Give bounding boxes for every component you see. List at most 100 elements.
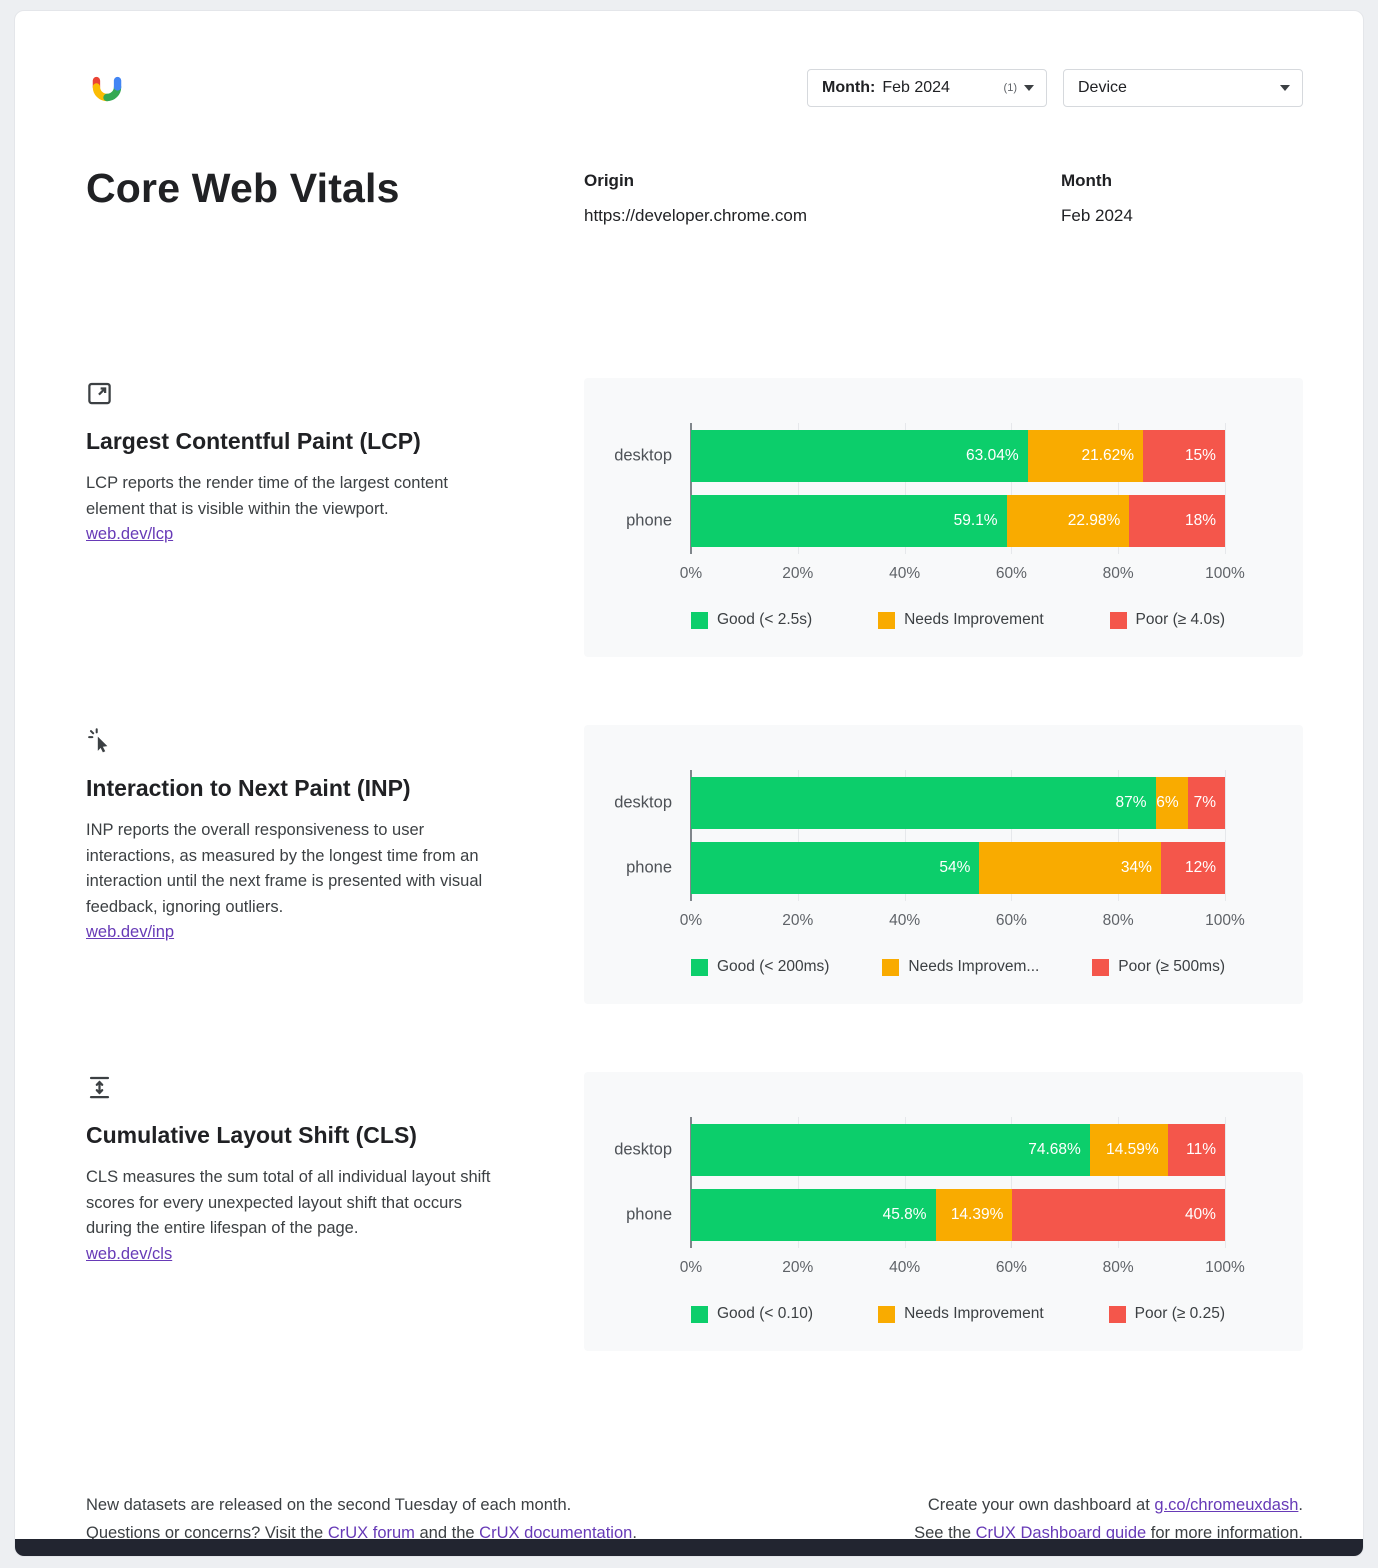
device-dropdown[interactable]: Device <box>1063 69 1303 107</box>
crux-logo <box>92 76 122 102</box>
bar-row-phone: phone 54% 34% 12% <box>626 842 1225 894</box>
inp-heading: Interaction to Next Paint (INP) <box>86 775 411 801</box>
bar-segment-good[interactable]: 54% <box>691 842 980 894</box>
lcp-heading: Largest Contentful Paint (LCP) <box>86 428 421 454</box>
bar-segment-needs_improvement[interactable]: 14.59% <box>1089 1124 1168 1176</box>
bar-segment-needs_improvement[interactable]: 22.98% <box>1006 495 1130 547</box>
legend-label: Needs Improvem... <box>908 958 1040 975</box>
gridline <box>797 770 799 901</box>
crux-documentation-link[interactable]: CrUX documentation <box>479 1524 633 1543</box>
bar-segment-needs_improvement[interactable]: 21.62% <box>1027 430 1144 482</box>
bar-segment-needs_improvement[interactable]: 14.39% <box>935 1189 1013 1241</box>
dashboard-guide-link[interactable]: CrUX Dashboard guide <box>975 1524 1147 1543</box>
bar-value-label: 7% <box>1193 794 1216 811</box>
inp-icon <box>86 727 499 755</box>
gridline <box>1011 1117 1013 1248</box>
category-label: phone <box>626 858 672 877</box>
legend-item-needs_improvement[interactable]: Needs Improvement <box>878 1305 1044 1323</box>
bar-segment-needs_improvement[interactable]: 6% <box>1155 777 1188 829</box>
cls-link[interactable]: web.dev/cls <box>86 1244 173 1263</box>
y-axis-line <box>690 423 692 554</box>
cls-icon <box>86 1074 499 1102</box>
inp-chart-panel: desktop 87% 6% 7% phone 54% 34% 12% 0% 20% 40% 60% 8… <box>584 725 1303 1004</box>
stacked-bar: 54% 34% 12% <box>691 842 1225 894</box>
bar-segment-poor[interactable]: 7% <box>1187 777 1225 829</box>
bar-segment-good[interactable]: 59.1% <box>691 495 1007 547</box>
footer-dashboard-line: Create your own dashboard at g.co/chrome… <box>927 1496 1303 1514</box>
bar-value-label: 18% <box>1184 512 1216 529</box>
category-label: desktop <box>614 1140 672 1159</box>
gridline <box>1225 423 1226 554</box>
bar-segment-poor[interactable]: 12% <box>1160 842 1225 894</box>
bar-segment-needs_improvement[interactable]: 34% <box>979 842 1161 894</box>
bar-value-label: 54% <box>939 859 971 876</box>
gridline <box>1011 423 1013 554</box>
legend-item-needs_improvement[interactable]: Needs Improvem... <box>882 958 1039 976</box>
x-axis-tick: 0% <box>679 565 703 582</box>
lcp-description: LCP reports the render time of the large… <box>86 474 448 518</box>
device-dropdown-label: Device <box>1078 79 1127 96</box>
bar-row-desktop: desktop 74.68% 14.59% 11% <box>614 1124 1225 1176</box>
bar-value-label: 12% <box>1184 859 1216 876</box>
legend-item-good[interactable]: Good (< 200ms) <box>691 958 829 976</box>
bar-segment-poor[interactable]: 40% <box>1012 1189 1225 1241</box>
gridline <box>797 423 799 554</box>
dashboard-card: Month: Feb 2024 (1) Device Core Web Vita… <box>14 10 1364 1557</box>
gridline <box>904 423 906 554</box>
cls-chart-panel: desktop 74.68% 14.59% 11% phone 45.8% 14.39% 40… <box>584 1072 1303 1351</box>
lcp-link[interactable]: web.dev/lcp <box>86 525 174 544</box>
bar-row-phone: phone 59.1% 22.98% 18% <box>626 495 1225 547</box>
bar-segment-good[interactable]: 45.8% <box>691 1189 936 1241</box>
gridline <box>1011 770 1013 901</box>
legend-label: Needs Improvement <box>904 611 1044 628</box>
bar-value-label: 22.98% <box>1067 512 1121 529</box>
bar-row-desktop: desktop 63.04% 21.62% 15% <box>614 430 1225 482</box>
x-axis-tick: 60% <box>995 565 1027 582</box>
legend-swatch <box>691 611 708 629</box>
bar-segment-poor[interactable]: 11% <box>1167 1124 1225 1176</box>
legend-item-good[interactable]: Good (< 2.5s) <box>691 611 812 629</box>
chevron-down-icon <box>1024 85 1034 91</box>
gridlines <box>690 423 1226 554</box>
month-meta: Month Feb 2024 <box>1061 165 1303 226</box>
chromeuxdash-link[interactable]: g.co/chromeuxdash <box>1154 1496 1299 1514</box>
footer-guide-line: See the CrUX Dashboard guide for more in… <box>914 1524 1303 1543</box>
legend-item-poor[interactable]: Poor (≥ 0.25) <box>1108 1305 1225 1323</box>
bar-segment-good[interactable]: 74.68% <box>691 1124 1090 1176</box>
bar-segment-good[interactable]: 63.04% <box>691 430 1028 482</box>
bar-segment-good[interactable]: 87% <box>691 777 1156 829</box>
legend-item-poor[interactable]: Poor (≥ 500ms) <box>1092 958 1225 976</box>
crux-forum-link[interactable]: CrUX forum <box>327 1524 415 1543</box>
month-dropdown[interactable]: Month: Feb 2024 (1) <box>807 69 1047 107</box>
cls-legend: Good (< 0.10) Needs Improvement Poor (≥ 0.… <box>691 1305 1225 1323</box>
gridlines <box>690 770 1226 901</box>
stacked-bar: 87% 6% 7% <box>691 777 1225 829</box>
legend-item-good[interactable]: Good (< 0.10) <box>691 1305 813 1323</box>
bar-segment-poor[interactable]: 18% <box>1129 495 1225 547</box>
x-axis-tick: 20% <box>782 912 814 929</box>
x-axis-tick: 100% <box>1205 565 1245 582</box>
legend-item-poor[interactable]: Poor (≥ 4.0s) <box>1109 611 1225 629</box>
bar-value-label: 21.62% <box>1081 447 1135 464</box>
footer: New datasets are released on the second … <box>86 1491 1303 1547</box>
legend-label: Poor (≥ 0.25) <box>1134 1305 1225 1322</box>
lcp-section: Largest Contentful Paint (LCP) LCP repor… <box>86 378 1303 657</box>
x-axis-tick: 40% <box>889 912 921 929</box>
origin-label: Origin <box>584 171 635 190</box>
inp-link[interactable]: web.dev/inp <box>86 923 175 942</box>
cls-description: CLS measures the sum total of all indivi… <box>86 1168 491 1238</box>
y-axis-line <box>690 770 692 901</box>
gridline <box>1118 423 1120 554</box>
stacked-bar: 63.04% 21.62% 15% <box>691 430 1225 482</box>
legend-item-needs_improvement[interactable]: Needs Improvement <box>878 611 1044 629</box>
gridline <box>1118 1117 1120 1248</box>
x-axis-tick: 60% <box>995 912 1027 929</box>
origin-meta: Origin https://developer.chrome.com <box>584 165 1061 226</box>
bar-segment-poor[interactable]: 15% <box>1143 430 1225 482</box>
x-axis-tick: 40% <box>889 1259 921 1276</box>
cls-section: Cumulative Layout Shift (CLS) CLS measur… <box>86 1072 1303 1351</box>
bar-value-label: 15% <box>1184 447 1216 464</box>
page-title: Core Web Vitals <box>86 165 400 211</box>
x-axis-tick: 100% <box>1205 1259 1245 1276</box>
x-axis-tick: 80% <box>1102 912 1134 929</box>
